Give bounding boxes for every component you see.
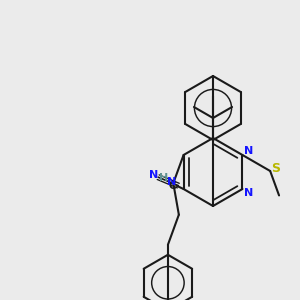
Text: C: C <box>169 181 176 190</box>
Text: N: N <box>167 177 176 187</box>
Text: N: N <box>148 170 158 180</box>
Text: N: N <box>244 188 253 197</box>
Text: N: N <box>244 146 253 157</box>
Text: H: H <box>159 173 168 183</box>
Text: S: S <box>271 161 280 175</box>
